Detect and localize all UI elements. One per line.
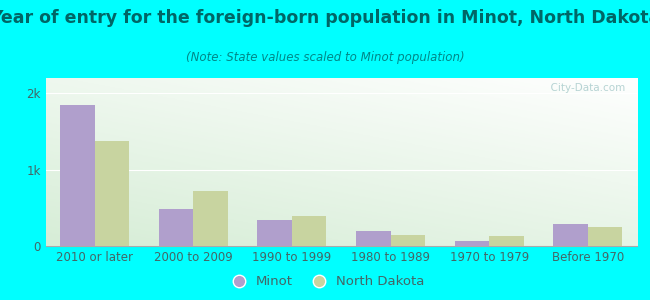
Bar: [489, 236, 524, 246]
Bar: [194, 191, 228, 246]
Bar: [257, 220, 292, 246]
Bar: [588, 226, 622, 246]
Bar: [159, 208, 194, 246]
Text: City-Data.com: City-Data.com: [544, 83, 625, 93]
Bar: [95, 141, 129, 246]
Text: Year of entry for the foreign-born population in Minot, North Dakota: Year of entry for the foreign-born popul…: [0, 9, 650, 27]
Bar: [391, 235, 425, 246]
Bar: [553, 224, 588, 246]
Bar: [454, 241, 489, 246]
Legend: Minot, North Dakota: Minot, North Dakota: [220, 270, 430, 293]
Bar: [60, 105, 95, 246]
Bar: [292, 216, 326, 246]
Text: (Note: State values scaled to Minot population): (Note: State values scaled to Minot popu…: [186, 51, 464, 64]
Bar: [356, 231, 391, 246]
